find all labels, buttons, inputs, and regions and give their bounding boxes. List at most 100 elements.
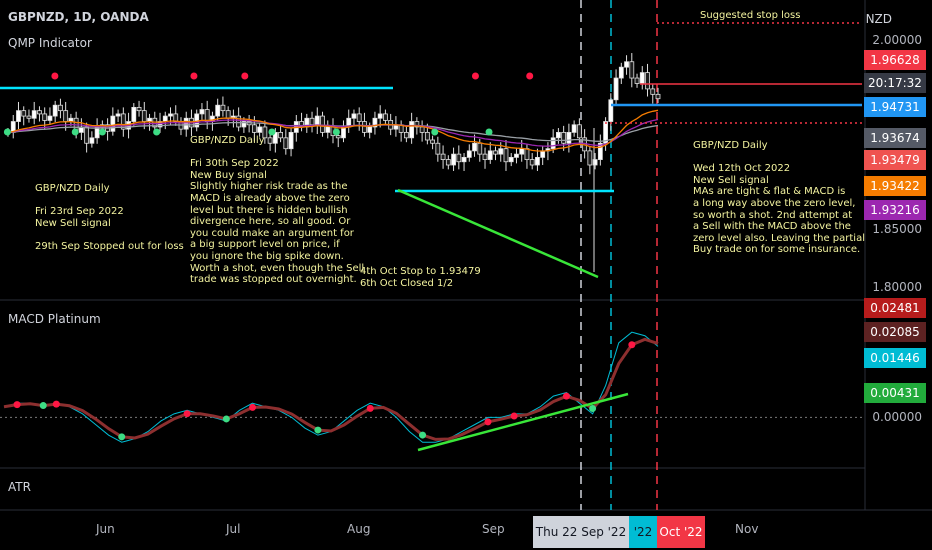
buy-signal-dot [485,128,493,136]
candle-body [608,99,614,122]
candle-body [84,126,90,144]
candle-body [278,131,283,139]
candle-body [314,115,320,126]
price-candles [5,53,661,272]
buy-signal-dot [431,128,439,136]
candle-body [414,121,420,128]
macd-buy-dot [39,402,47,410]
candle-body [58,104,63,112]
macd-sell-dot [366,404,374,412]
candle-body [524,148,530,160]
candle-body [540,150,546,158]
candle-body [267,137,273,144]
candle-body [26,115,32,119]
price-tag-ma-red: 1.93479 [864,150,926,170]
candle-body [183,117,189,130]
candle-body [136,106,142,112]
currency-label[interactable]: NZD [865,12,892,26]
macd-signal-line [3,331,659,443]
candle-body [477,142,483,155]
annotation-sep30: GBP/NZD Daily Fri 30th Sep 2022 New Buy … [190,135,365,286]
macd-sell-dot [183,410,191,418]
candle-body [650,88,656,95]
macd-tag-macd-d: 0.00431 [864,383,926,403]
candle-body [629,61,635,79]
candle-body [241,121,247,128]
candle-body [199,109,205,115]
candle-body [618,66,624,79]
price-tag-ma-orange: 1.93422 [864,176,926,196]
candle-body [309,117,315,126]
candle-body [283,137,289,150]
candle-body [603,121,608,144]
candle-body [409,121,415,139]
macd-sell-dot [484,418,492,426]
candle-body [451,153,456,166]
candle-body [147,117,152,122]
candle-body [403,131,409,139]
candle-body [487,150,493,160]
candle-body [592,159,598,166]
candle-body [498,148,504,155]
macd-sell-dot [510,412,518,420]
candle-body [115,113,121,117]
candle-body [131,106,137,122]
price-tick: 1.85000 [872,222,922,236]
buy-signal-dot [332,128,340,136]
candle-body [262,126,268,139]
price-tag-countdown: 20:17:32 [864,73,926,93]
candle-body [566,131,572,144]
price-tick: 1.80000 [872,280,922,294]
candle-body [16,110,21,122]
candle-body [47,115,53,121]
price-tag-ma-purple: 1.93216 [864,200,926,220]
candle-body [383,113,388,121]
price-tick: 2.00000 [872,33,922,47]
sell-signal-dot [51,72,59,80]
candle-body [325,126,331,133]
price-tag-ma-grey: 1.93674 [864,128,926,148]
macd-buy-dot [419,431,427,439]
symbol-title[interactable]: GBPNZD, 1D, OANDA [8,10,149,24]
price-tag-support: 1.94731 [864,97,926,117]
atr-title[interactable]: ATR [8,480,31,494]
annotation-oct12: GBP/NZD Daily Wed 12th Oct 2022 New Sell… [693,140,865,256]
indicator-title[interactable]: QMP Indicator [8,36,92,50]
price-tag-stop: 1.96628 [864,50,926,70]
candle-body [571,124,577,133]
macd-tag-macd-a: 0.02481 [864,298,926,318]
trend-line [397,188,599,279]
buy-signal-dot [3,128,11,136]
stop-label: Suggested stop loss [700,10,801,21]
candle-body [372,117,378,128]
candle-body [440,153,446,160]
x-label: Nov [735,522,759,536]
x-label: Aug [347,522,371,536]
candle-body [529,159,535,166]
candle-body [514,153,519,158]
candle-body [351,113,357,119]
macd-buy-dot [118,433,126,441]
candle-body [561,131,567,144]
candle-body [445,159,451,166]
candle-body [215,104,221,117]
candle-body [356,113,362,122]
buy-signal-dot [71,128,79,136]
candle-body [288,131,294,150]
candle-body [645,72,650,90]
buy-signal-dot [153,128,161,136]
candle-body [377,113,383,119]
macd-sell-dot [628,341,636,349]
candle-body [225,110,231,119]
macd-sell-dot [52,400,60,408]
sell-signal-dot [471,72,479,80]
macd-buy-dot [222,415,230,423]
candle-body [435,142,441,155]
candle-body [624,61,629,68]
candle-body [52,104,58,117]
candle-body [42,113,48,121]
macd-title[interactable]: MACD Platinum [8,312,101,326]
candle-body [535,156,540,166]
x-label: Jul [226,522,241,536]
